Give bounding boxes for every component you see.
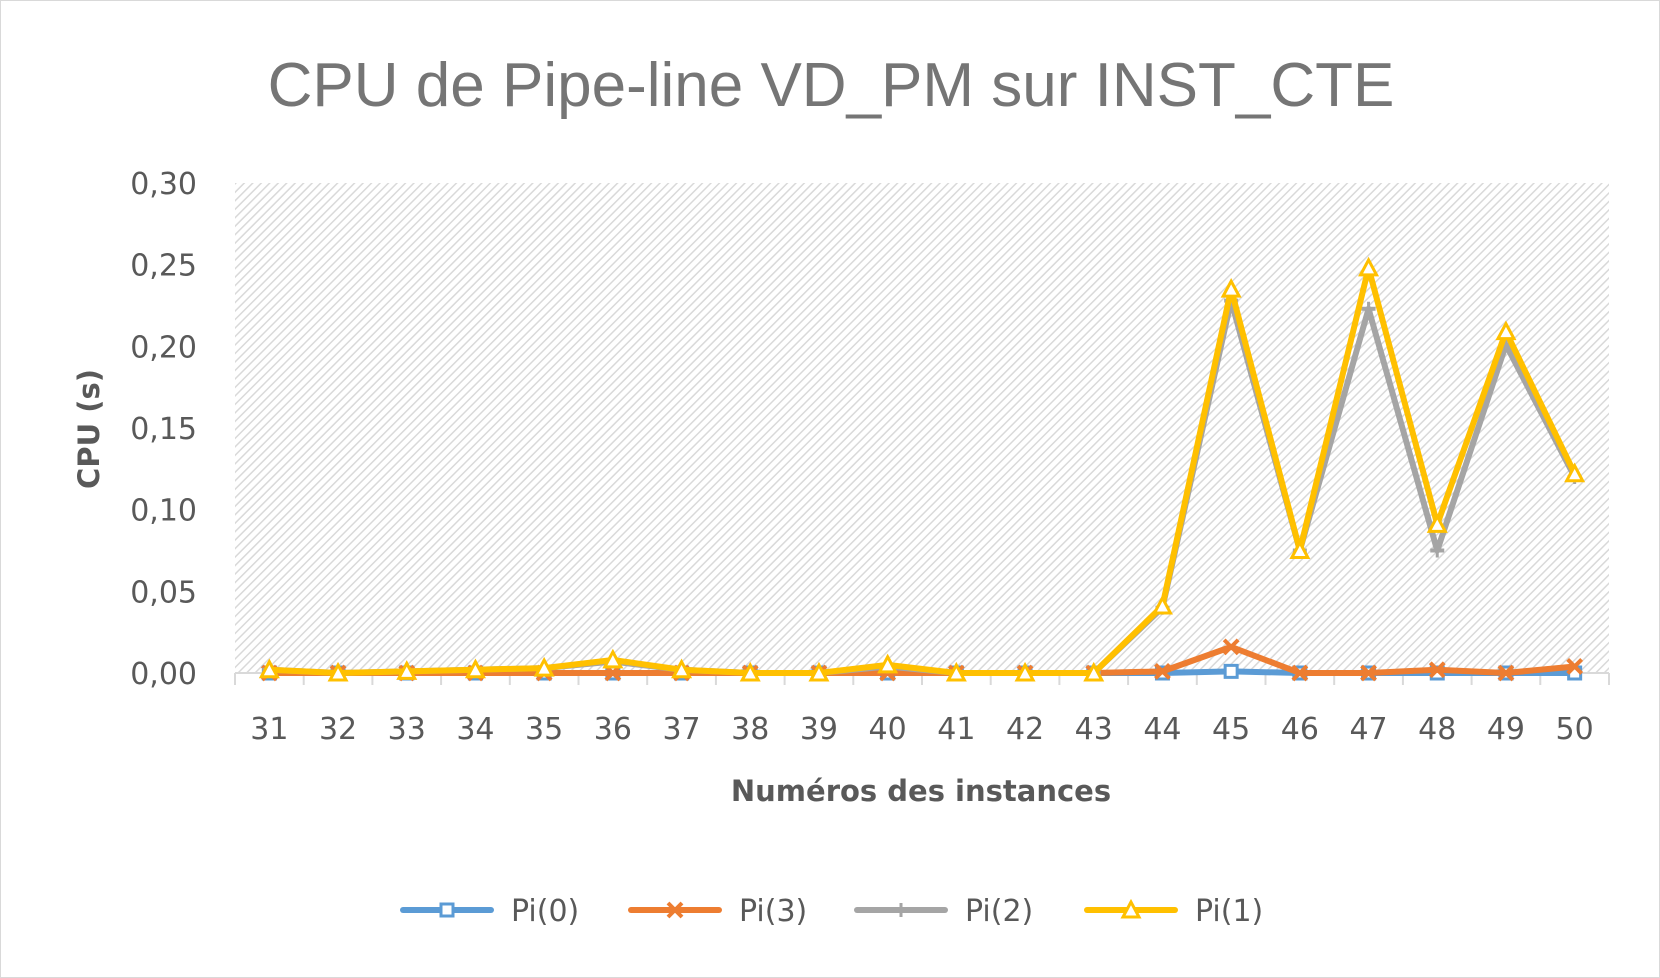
x-tick-label: 37	[662, 712, 700, 747]
x-tick-label: 33	[388, 712, 426, 747]
data-point	[1358, 256, 1380, 277]
y-tick-label: 0,30	[130, 167, 197, 202]
data-point	[1430, 543, 1445, 558]
data-point	[739, 661, 761, 682]
data-point	[1289, 539, 1311, 559]
data-point	[1220, 277, 1242, 298]
x-tick-label: 40	[869, 712, 907, 747]
legend-label: Pi(1)	[1195, 894, 1263, 929]
data-point	[945, 661, 967, 682]
data-point	[1014, 661, 1036, 682]
data-point	[1291, 664, 1309, 682]
legend-label: Pi(3)	[739, 894, 807, 929]
y-tick-label: 0,15	[130, 412, 197, 447]
plot-area	[235, 183, 1609, 673]
data-point	[396, 660, 418, 680]
series-3	[258, 256, 1586, 682]
x-tick-label: 32	[319, 712, 357, 747]
data-point	[1428, 661, 1446, 679]
x-tick-label: 46	[1281, 712, 1319, 747]
x-tick-label: 42	[1006, 712, 1044, 747]
data-point	[1495, 320, 1517, 341]
legend-item: Pi(0)	[400, 894, 579, 929]
legend-label: Pi(0)	[511, 894, 579, 929]
data-point	[1120, 898, 1142, 919]
data-point	[1223, 663, 1239, 679]
x-tick-label: 49	[1487, 712, 1525, 747]
data-point	[439, 902, 455, 918]
legend-item: Pi(2)	[854, 894, 1033, 929]
data-point	[894, 903, 908, 917]
data-point	[1083, 661, 1105, 682]
data-point	[1566, 658, 1584, 675]
x-tick-label: 41	[937, 712, 975, 747]
x-axis-ticks: 31 32 33 34 35 36 37 38 39 40 41 42 43 44 45 46 47 48 49 50	[234, 672, 1610, 747]
x-tick-label: 45	[1212, 712, 1250, 747]
data-point	[1361, 301, 1376, 316]
chart-title: CPU de Pipe-line VD_PM sur INST_CTE	[268, 51, 1395, 120]
x-tick-label: 39	[800, 712, 838, 747]
x-tick-label: 50	[1556, 712, 1594, 747]
x-tick-label: 31	[250, 712, 288, 747]
legend-label: Pi(2)	[965, 894, 1033, 929]
data-point	[533, 656, 555, 677]
y-axis-ticks: 0,00 0,05 0,10 0,15 0,20 0,25 0,30	[130, 167, 197, 692]
x-axis-title: Numéros des instances	[731, 774, 1111, 808]
data-point	[327, 661, 349, 682]
x-tick-label: 35	[525, 712, 563, 747]
data-point	[464, 658, 486, 679]
y-tick-label: 0,20	[130, 330, 197, 365]
y-axis-title: CPU (s)	[72, 369, 106, 489]
y-tick-label: 0,10	[130, 494, 197, 529]
x-tick-label: 48	[1418, 712, 1456, 747]
data-point	[1222, 638, 1240, 656]
x-tick-label: 38	[731, 712, 769, 747]
data-point	[1360, 664, 1377, 682]
data-point	[1426, 513, 1448, 533]
data-point	[671, 658, 693, 679]
x-tick-label: 36	[594, 712, 632, 747]
legend-item: Pi(1)	[1084, 894, 1263, 929]
legend: Pi(0) Pi(3) Pi(2) Pi(1)	[400, 894, 1263, 929]
data-point	[1564, 462, 1586, 483]
y-tick-label: 0,25	[130, 249, 197, 284]
x-tick-label: 44	[1143, 712, 1181, 747]
data-point	[808, 661, 830, 682]
data-point	[877, 653, 899, 674]
series-line	[266, 643, 1578, 676]
data-point	[1154, 662, 1171, 680]
x-tick-label: 34	[456, 712, 494, 747]
y-tick-label: 0,00	[130, 657, 197, 692]
x-tick-label: 47	[1349, 712, 1387, 747]
y-tick-label: 0,05	[130, 575, 197, 610]
data-point	[258, 658, 280, 679]
data-point	[1151, 594, 1173, 615]
series-line	[266, 264, 1578, 676]
x-tick-label: 43	[1075, 712, 1113, 747]
data-point	[666, 901, 684, 919]
data-point	[1497, 664, 1515, 682]
data-point	[602, 648, 624, 669]
legend-item: Pi(3)	[628, 894, 807, 929]
series-layer	[258, 256, 1586, 682]
